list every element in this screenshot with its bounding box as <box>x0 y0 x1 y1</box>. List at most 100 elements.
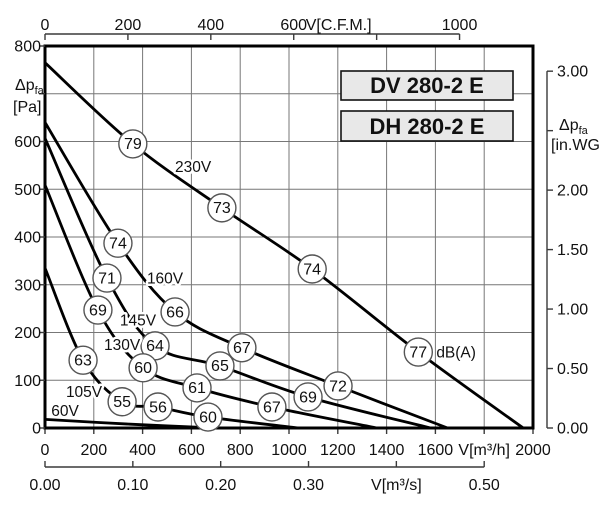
db-badge: 67 <box>227 333 257 363</box>
top-axis-tick-label: 600 <box>280 17 307 34</box>
curve-label-60v: 60V <box>51 403 79 420</box>
m3s-axis-tick-label: 0.50 <box>469 477 500 494</box>
left-axis-tick-label: 300 <box>14 277 41 294</box>
db-badge: 63 <box>68 345 98 375</box>
db-badge: 69 <box>293 382 323 412</box>
db-badge-value: 67 <box>233 340 251 357</box>
db-badge: 74 <box>297 254 327 284</box>
curve-label-145v: 145V <box>120 312 157 329</box>
top-axis-tick-label: 200 <box>115 17 142 34</box>
db-badge-circle <box>193 402 223 432</box>
db-badge-value: 72 <box>329 378 347 395</box>
bottom-axis-tick-label: 0 <box>41 442 50 459</box>
bottom-axis-m3s: 0.00 0.10 0.20 0.30 V[m³/s] 0.50 <box>29 461 500 494</box>
db-badge: 72 <box>323 371 353 401</box>
bottom-axis-tick-label: V[m³/h] <box>458 442 510 459</box>
model-badge-dh-label: DH 280-2 E <box>370 114 485 139</box>
db-badge: 60 <box>193 402 223 432</box>
curve-105v <box>43 266 301 430</box>
db-badge-circle <box>103 228 133 258</box>
db-badge: 60 <box>128 353 158 383</box>
db-badge-value: 55 <box>113 394 131 411</box>
db-badge-value: 64 <box>146 338 164 355</box>
model-badge-dv-box <box>340 70 514 101</box>
db-badge-value: 74 <box>303 261 321 278</box>
db-badge-circle <box>83 295 113 325</box>
top-axis-tick-label: 400 <box>197 17 224 34</box>
model-badge-dh-box <box>340 110 514 142</box>
left-axis-pa: 800 600 500 400 300 200 100 0 <box>14 39 45 438</box>
svg-text:Δpfa: Δpfa <box>559 117 589 137</box>
db-badge-value: 79 <box>124 136 142 153</box>
db-badge-value: 69 <box>89 302 107 319</box>
db-badge-circle <box>403 337 434 367</box>
left-axis-unit-label: [Pa] <box>13 99 41 116</box>
left-axis-tick-label: 600 <box>14 134 41 151</box>
db-unit-label: dB(A) <box>436 344 476 361</box>
db-badge: 55 <box>107 387 137 417</box>
m3s-axis-tick-label: 0.30 <box>293 477 324 494</box>
right-axis-tick-label: 0.00 <box>557 421 588 438</box>
top-axis-tick-label: 0 <box>41 17 50 34</box>
db-badge: 77 dB(A) <box>403 337 476 367</box>
db-badge-circle <box>323 371 353 401</box>
bottom-axis-m3h: 0 200 400 600 800 1000 1200 1400 1600 V[m³/h] 2000 <box>41 429 551 459</box>
db-badge-circle <box>207 193 237 223</box>
db-badge-value: 77 <box>409 344 427 361</box>
db-badge-circle <box>257 392 287 422</box>
left-axis-title: Δpfa [Pa] <box>13 77 45 116</box>
db-badge-circle <box>143 392 173 422</box>
db-badge-value: 61 <box>188 380 206 397</box>
model-badge-dv: DV 280-2 E <box>340 70 514 101</box>
db-badge: 56 <box>143 392 173 422</box>
svg-text:Δpfa: Δpfa <box>15 77 45 97</box>
left-axis-title-main: Δp <box>15 77 35 94</box>
right-axis-tick-label: 1.50 <box>557 242 588 259</box>
curve-label-160v: 160V <box>147 270 184 287</box>
left-axis-tick-label: 500 <box>14 182 41 199</box>
curve-130v <box>43 183 379 430</box>
curve-label-230v: 230V <box>175 159 212 176</box>
right-axis-inwg: 3.00 2.00 1.50 1.00 0.50 0.00 <box>546 64 588 438</box>
curve-145v <box>43 136 432 430</box>
right-axis-title: Δpfa [in.WG] <box>551 117 600 154</box>
db-badge-value: 69 <box>299 389 317 406</box>
bottom-axis-tick-label: 1600 <box>418 442 454 459</box>
bottom-axis-tick-label: 600 <box>178 442 205 459</box>
model-badge-dh: DH 280-2 E <box>340 110 514 142</box>
right-axis-tick-label: 3.00 <box>557 64 588 81</box>
left-axis-tick-label: 100 <box>14 373 41 390</box>
curve-label-105v: 105V <box>66 384 103 401</box>
db-badge-value: 63 <box>74 352 92 369</box>
db-badge-circle <box>92 263 122 293</box>
axes: 80060050040030020010003.002.001.501.000.… <box>14 17 588 494</box>
db-badge-value: 60 <box>134 360 152 377</box>
bottom-axis-tick-label: 1000 <box>271 442 307 459</box>
db-badge-circle <box>227 333 257 363</box>
bottom-axis-tick-label: 1400 <box>369 442 405 459</box>
left-axis-tick-label: 400 <box>14 230 41 247</box>
db-badge-value: 66 <box>166 304 184 321</box>
bottom-axis-tick-label: 2000 <box>515 442 551 459</box>
db-badges: 79 73 74 77 dB(A) 74 66 67 72 71 64 65 69 69 60 61 67 63 5… <box>68 129 476 432</box>
model-badge-dv-label: DV 280-2 E <box>370 73 484 98</box>
db-badge: 71 <box>92 263 122 293</box>
db-badge: 64 <box>140 331 170 361</box>
db-badge-value: 65 <box>211 358 229 375</box>
grid-lines <box>45 46 533 428</box>
right-axis-title-sub: fa <box>579 125 589 137</box>
m3s-axis-tick-label: 0.10 <box>117 477 148 494</box>
left-axis-tick-label: 800 <box>14 39 41 56</box>
db-badge: 73 <box>207 193 237 223</box>
db-badge-value: 67 <box>263 399 281 416</box>
left-axis-tick-label: 200 <box>14 325 41 342</box>
db-badge-circle <box>128 353 158 383</box>
db-badge-value: 74 <box>109 236 127 253</box>
curve-160v <box>43 121 449 430</box>
db-badge: 74 <box>103 228 133 258</box>
db-badge-value: 73 <box>213 200 231 217</box>
db-badge: 65 <box>205 351 235 381</box>
